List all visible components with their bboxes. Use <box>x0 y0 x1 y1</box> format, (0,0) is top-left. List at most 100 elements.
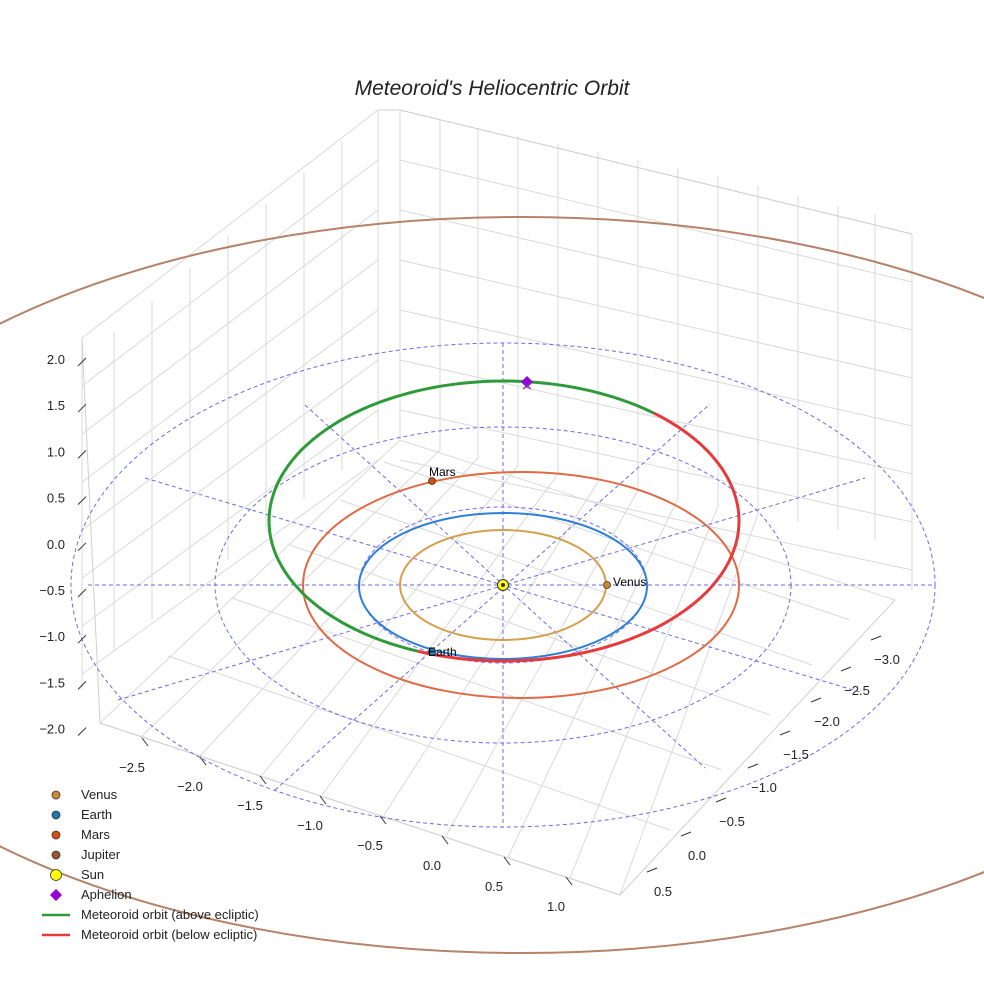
z-tick-label: −1.0 <box>39 629 65 644</box>
z-tick-label: 1.5 <box>47 398 65 413</box>
grid-line <box>399 209 913 331</box>
legend-label: Mars <box>81 827 110 842</box>
grid-line <box>81 359 379 579</box>
z-tick-label: 0.5 <box>47 491 65 506</box>
grid-line <box>81 209 379 435</box>
x-tick-label: 0.5 <box>485 879 503 894</box>
chart-title: Meteoroid's Heliocentric Orbit <box>355 77 631 100</box>
legend-marker-mars <box>51 830 61 840</box>
grid-line <box>81 109 379 339</box>
x-tick-mark <box>259 775 267 785</box>
grid-layer <box>81 109 913 896</box>
y-tick-label: 0.5 <box>654 884 672 899</box>
grid-line <box>399 309 913 427</box>
grid-line <box>231 597 723 771</box>
z-tick-label: −0.5 <box>39 583 65 598</box>
mars-label: Mars <box>429 465 456 479</box>
reference-spoke <box>304 404 706 769</box>
grid-line <box>619 513 759 896</box>
y-tick-label: −1.0 <box>751 780 777 795</box>
x-tick-label: −0.5 <box>357 838 383 853</box>
y-tick-label: 0.0 <box>688 848 706 863</box>
x-tick-mark <box>503 856 511 866</box>
z-tick-mark <box>77 450 87 459</box>
mars-orbit <box>302 471 740 699</box>
legend-label: Aphelion <box>81 887 132 902</box>
legend-marker-venus <box>51 790 61 800</box>
y-tick-mark <box>870 635 882 641</box>
y-tick-label: −1.5 <box>783 747 809 762</box>
earth-marker <box>428 648 436 656</box>
x-tick-label: 0.0 <box>423 858 441 873</box>
z-tick-label: 0.0 <box>47 537 65 552</box>
grid-line <box>507 497 679 858</box>
grid-line <box>261 465 519 776</box>
x-tick-mark <box>141 737 149 747</box>
y-tick-mark <box>779 730 791 736</box>
sun-core <box>501 583 505 587</box>
grid-line <box>199 457 479 757</box>
legend-label: Meteoroid orbit (above ecliptic) <box>81 907 259 922</box>
z-tick-mark <box>77 403 87 413</box>
grid-line <box>445 489 639 837</box>
y-tick-label: −2.0 <box>814 714 840 729</box>
grid-line <box>81 409 379 627</box>
legend-label: Jupiter <box>81 847 121 862</box>
grid-line <box>399 439 896 601</box>
reference-spoke <box>274 403 711 791</box>
meteoroid-orbit-below <box>417 411 741 663</box>
legend-label: Meteoroid orbit (below ecliptic) <box>81 927 257 942</box>
grid-line <box>99 439 401 724</box>
y-tick-mark <box>646 867 658 873</box>
orbits-layer <box>0 216 984 954</box>
y-tick-mark <box>715 797 727 803</box>
x-tick-mark <box>319 795 327 805</box>
box-edge <box>378 109 913 235</box>
legend-label: Venus <box>81 787 118 802</box>
mars-marker <box>428 477 436 485</box>
x-tick-label: −2.5 <box>119 760 145 775</box>
grid-line <box>81 309 379 531</box>
y-tick-mark <box>747 763 759 769</box>
z-tick-mark <box>77 681 87 690</box>
z-tick-mark <box>77 542 87 552</box>
x-tick-mark <box>441 835 449 845</box>
grid-line <box>399 259 913 379</box>
aphelion-marker <box>521 376 533 388</box>
y-tick-label: −3.0 <box>874 652 900 667</box>
legend-marker-aphelion <box>50 889 62 901</box>
legend-marker-sun <box>50 869 62 881</box>
aphelion-cross <box>522 382 532 390</box>
earth-orbit <box>358 512 648 660</box>
z-tick-label: −2.0 <box>39 722 65 737</box>
earth-label: Earth <box>428 645 457 659</box>
z-tick-mark <box>77 634 87 644</box>
grid-line <box>339 499 813 666</box>
legend-label: Earth <box>81 807 112 822</box>
grid-line <box>81 159 379 387</box>
z-tick-mark <box>77 588 87 598</box>
y-tick-label: −2.5 <box>844 683 870 698</box>
grid-line <box>399 459 913 571</box>
z-tick-label: 1.0 <box>47 444 65 459</box>
venus-marker <box>603 581 611 589</box>
z-tick-mark <box>77 357 87 367</box>
grid-line <box>167 655 671 831</box>
grid-line <box>399 359 913 475</box>
legend-marker-earth <box>51 810 61 820</box>
z-tick-label: −1.5 <box>39 675 65 690</box>
x-tick-label: −1.0 <box>297 818 323 833</box>
x-tick-mark <box>565 876 573 886</box>
z-tick-label: 2.0 <box>47 352 65 367</box>
box-edge <box>81 337 896 896</box>
ticks-layer: 2.0 1.5 1.0 0.5 0.0 −0.5 −1.0 −1.5 −2.0 −2.5 −2.0 −… <box>39 352 900 914</box>
grid-line <box>383 481 599 816</box>
markers-layer: Venus Mars Earth <box>428 376 646 659</box>
grid-line <box>289 544 771 716</box>
y-tick-label: −0.5 <box>719 814 745 829</box>
grid-line <box>81 459 379 675</box>
grid-line <box>139 449 441 739</box>
grid-line <box>321 473 559 796</box>
